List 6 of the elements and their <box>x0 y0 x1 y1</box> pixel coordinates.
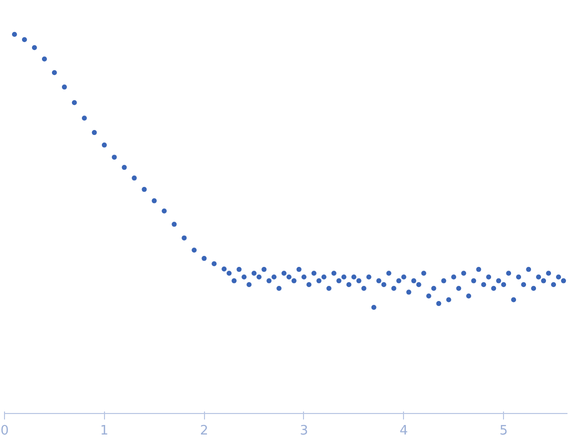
x-tick-label: 2 <box>200 424 208 437</box>
x-tick-label: 0 <box>0 424 9 437</box>
x-tick-label: 5 <box>499 424 508 437</box>
x-tick-label: 1 <box>100 424 108 437</box>
x-tick-label: 3 <box>300 424 308 437</box>
x-tick-label: 4 <box>400 424 408 437</box>
